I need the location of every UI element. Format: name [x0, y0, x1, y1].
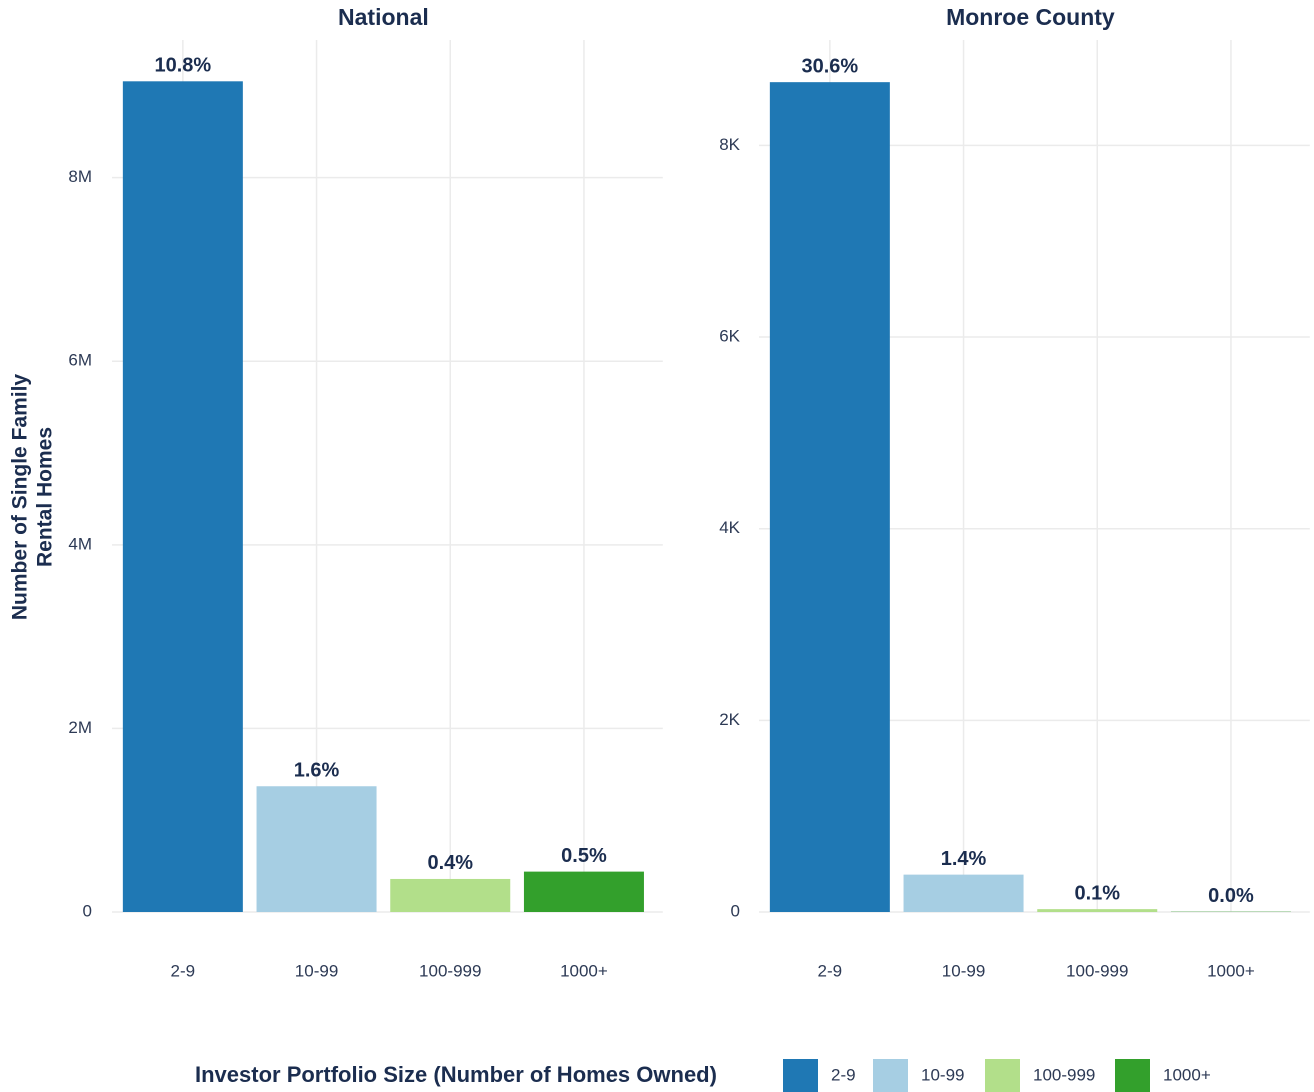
- y-tick-label: 6K: [719, 327, 740, 346]
- bar-label: 10.8%: [154, 55, 211, 77]
- legend-label: 1000+: [1163, 1065, 1211, 1084]
- y-tick-label: 2K: [719, 710, 740, 729]
- bar: [390, 878, 511, 912]
- bar-label: 0.1%: [1074, 882, 1120, 904]
- legend-title: Investor Portfolio Size (Number of Homes…: [195, 1062, 717, 1087]
- bar-label: 1.6%: [294, 760, 340, 782]
- y-tick-label: 4K: [719, 518, 740, 537]
- panel-title: National: [338, 4, 429, 30]
- y-axis-label: Number of Single Family: [9, 374, 32, 621]
- y-tick-label: 0: [731, 901, 740, 920]
- bar-label: 0.5%: [561, 845, 607, 867]
- legend-swatch: [985, 1059, 1020, 1092]
- legend-swatch: [1115, 1059, 1150, 1092]
- x-tick-label: 100-999: [419, 961, 481, 980]
- bar: [523, 871, 644, 912]
- bar: [256, 786, 377, 912]
- y-tick-label: 4M: [68, 534, 92, 553]
- bar-label: 0.0%: [1208, 885, 1254, 907]
- panel-title: Monroe County: [946, 4, 1115, 30]
- y-axis-label: Rental Homes: [34, 427, 57, 567]
- y-tick-label: 0: [83, 901, 92, 920]
- x-tick-label: 100-999: [1066, 961, 1128, 980]
- x-tick-label: 2-9: [171, 961, 196, 980]
- bar-label: 30.6%: [801, 55, 858, 77]
- x-tick-label: 2-9: [818, 961, 843, 980]
- y-tick-label: 6M: [68, 351, 92, 370]
- x-tick-label: 1000+: [1207, 961, 1255, 980]
- bar: [903, 874, 1024, 912]
- legend-swatch: [873, 1059, 908, 1092]
- bar: [122, 81, 243, 913]
- bar-label: 0.4%: [427, 852, 473, 874]
- legend-label: 10-99: [921, 1065, 964, 1084]
- y-tick-label: 2M: [68, 718, 92, 737]
- x-tick-label: 10-99: [295, 961, 338, 980]
- y-tick-label: 8M: [68, 167, 92, 186]
- legend-label: 2-9: [831, 1065, 856, 1084]
- bar-label: 1.4%: [941, 848, 987, 870]
- bar: [769, 82, 890, 912]
- y-tick-label: 8K: [719, 135, 740, 154]
- legend-swatch: [783, 1059, 818, 1092]
- x-tick-label: 1000+: [560, 961, 608, 980]
- legend-label: 100-999: [1033, 1065, 1095, 1084]
- bar: [1037, 909, 1158, 912]
- x-tick-label: 10-99: [942, 961, 985, 980]
